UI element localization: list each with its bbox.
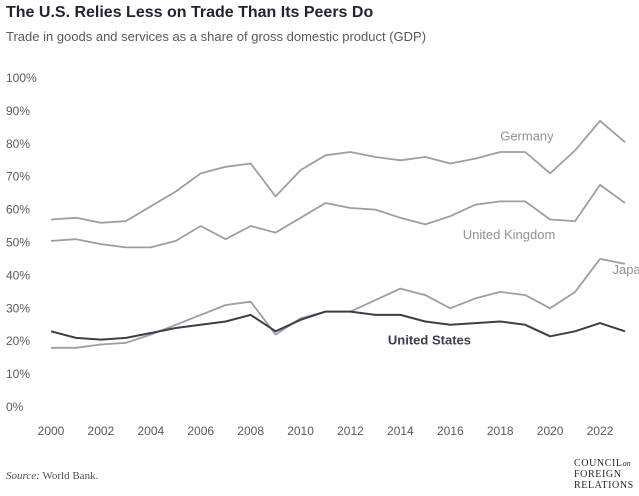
series-line-germany xyxy=(50,119,626,224)
y-tick-label: 100% xyxy=(6,71,37,85)
chart-subtitle: Trade in goods and services as a share o… xyxy=(6,29,427,44)
y-tick-label: 0% xyxy=(6,400,24,414)
y-tick-label: 30% xyxy=(6,301,30,315)
x-tick-label: 2010 xyxy=(287,424,314,438)
x-tick-label: 2012 xyxy=(337,424,364,438)
logo-line2: FOREIGN xyxy=(574,469,622,480)
series-line-united-kingdom xyxy=(50,183,626,249)
logo-line1: COUNCIL xyxy=(574,458,623,469)
x-tick-label: 2018 xyxy=(487,424,514,438)
series-label-japan: Japan xyxy=(613,262,639,277)
chart-title: The U.S. Relies Less on Trade Than Its P… xyxy=(6,4,374,21)
series-line-japan xyxy=(51,257,626,349)
cfr-logo: COUNCILon FOREIGN RELATIONS xyxy=(574,458,634,491)
x-tick-label: 2016 xyxy=(437,424,464,438)
y-tick-label: 10% xyxy=(6,367,30,381)
x-axis-ticks: 2000 2002 2004 2006 2008 2010 2012 2014 2016 2018… xyxy=(38,424,614,438)
series-line-united-states xyxy=(50,310,626,341)
series-labels: Germany United Kingdom Japan United States xyxy=(388,129,639,348)
y-tick-label: 40% xyxy=(6,268,30,282)
series-lines xyxy=(50,119,626,349)
y-tick-label: 60% xyxy=(6,203,30,217)
y-tick-label: 20% xyxy=(6,334,30,348)
x-tick-label: 2014 xyxy=(387,424,414,438)
source-text: World Bank. xyxy=(42,470,99,482)
y-tick-label: 70% xyxy=(6,170,30,184)
y-axis-ticks: 0% 10% 20% 30% 40% 50% 60% 70% 80% 90% 100% xyxy=(6,71,37,414)
x-tick-label: 2004 xyxy=(137,424,164,438)
x-tick-label: 2020 xyxy=(537,424,564,438)
y-tick-label: 50% xyxy=(6,236,30,250)
source-label: Source: xyxy=(6,470,40,482)
x-tick-label: 2002 xyxy=(88,424,115,438)
source-note: Source: World Bank. xyxy=(6,470,98,482)
series-label-united-kingdom: United Kingdom xyxy=(463,227,555,242)
x-tick-label: 2006 xyxy=(187,424,214,438)
y-tick-label: 80% xyxy=(6,137,30,151)
logo-on: on xyxy=(622,459,631,468)
logo-line3: RELATIONS xyxy=(574,480,634,491)
x-tick-label: 2000 xyxy=(38,424,65,438)
y-tick-label: 90% xyxy=(6,104,30,118)
series-label-united-states: United States xyxy=(388,332,471,347)
series-label-germany: Germany xyxy=(500,129,554,144)
x-tick-label: 2008 xyxy=(237,424,264,438)
x-tick-label: 2022 xyxy=(587,424,614,438)
